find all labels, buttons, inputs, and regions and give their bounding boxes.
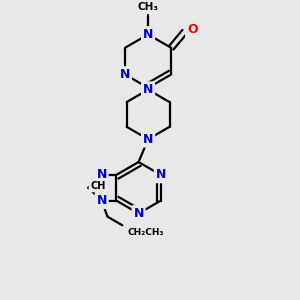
Text: O: O xyxy=(187,23,198,36)
Text: N: N xyxy=(97,194,107,207)
Text: CH₂CH₃: CH₂CH₃ xyxy=(127,228,164,237)
Text: N: N xyxy=(97,168,107,182)
Text: N: N xyxy=(120,68,130,81)
Text: N: N xyxy=(134,207,144,220)
Text: CH₃: CH₃ xyxy=(138,2,159,12)
Text: N: N xyxy=(143,133,153,146)
Text: N: N xyxy=(143,28,153,41)
Text: CH: CH xyxy=(90,181,106,191)
Text: N: N xyxy=(156,168,166,182)
Text: N: N xyxy=(143,83,153,96)
